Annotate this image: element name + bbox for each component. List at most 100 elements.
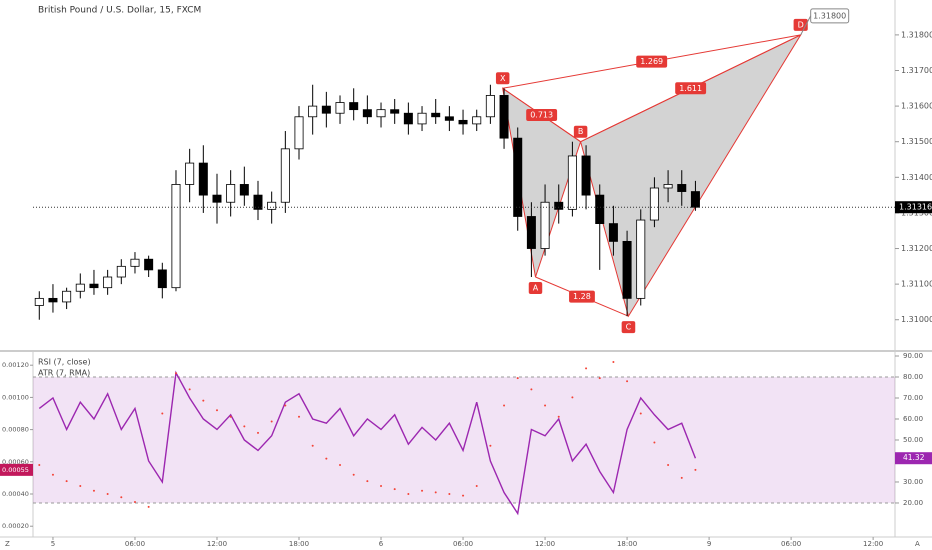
candle-body <box>321 105 331 114</box>
candle-body <box>198 162 208 196</box>
atr-dot <box>516 377 519 380</box>
atr-dot <box>366 480 369 483</box>
atr-dot <box>352 473 355 476</box>
atr-dot <box>161 412 164 415</box>
atr-dot <box>448 493 451 496</box>
y-tick-label: 60.00 <box>903 415 923 423</box>
y-tick-label: 1.31100 <box>901 280 932 289</box>
candle-body <box>48 297 58 303</box>
y2-tick-label: 0.00120 <box>2 361 29 369</box>
candle-body <box>622 241 632 299</box>
y-tick-label: 70.00 <box>903 394 923 402</box>
y2-tick-label: 0.00020 <box>2 522 29 530</box>
x-tick-label: 06:00 <box>781 540 801 548</box>
pattern-point-label-box <box>573 125 588 138</box>
atr-dot <box>571 396 574 399</box>
atr-dot <box>694 468 697 471</box>
target-connector <box>800 15 812 36</box>
y-tick-label: 1.31600 <box>901 102 932 111</box>
x-tick-label: 06:00 <box>125 540 145 548</box>
atr-dot <box>188 388 191 391</box>
candle-body <box>485 95 495 118</box>
atr-dot <box>215 409 218 412</box>
atr-dot <box>544 404 547 407</box>
pattern-point-label-box <box>621 321 636 334</box>
y-tick-label: 1.31500 <box>901 137 932 146</box>
atr-dot <box>598 377 601 380</box>
x-tick-label: 18:00 <box>289 540 309 548</box>
y-tick-label: 1.31000 <box>901 315 932 324</box>
atr-dot <box>65 480 68 483</box>
candle-body <box>540 201 550 249</box>
atr-dot <box>557 415 560 418</box>
candle-body <box>294 116 304 150</box>
axis-button[interactable]: Z <box>5 540 10 548</box>
atr-dot <box>243 425 246 428</box>
pattern-ratio-label: 1.611 <box>679 84 702 93</box>
candle-body <box>499 95 509 139</box>
atr-dot <box>229 415 232 418</box>
atr-dot <box>475 484 478 487</box>
atr-dot <box>667 464 670 467</box>
candle-body <box>554 201 564 210</box>
x-tick-label: 9 <box>707 540 711 548</box>
pattern-point-label: X <box>500 74 506 83</box>
x-tick-label: 18:00 <box>617 540 637 548</box>
candle-body <box>663 184 673 189</box>
candle-body <box>390 109 400 114</box>
candle-body <box>144 258 154 271</box>
candle-body <box>267 201 277 210</box>
candle-body <box>417 112 427 125</box>
atr-dot <box>147 505 150 508</box>
candle-body <box>458 119 468 125</box>
candle-body <box>567 155 577 210</box>
x-tick-label: 6 <box>379 540 384 548</box>
candle-body <box>62 290 72 303</box>
axis-button[interactable]: A <box>915 540 920 548</box>
candle-body <box>431 112 441 118</box>
candle-body <box>608 223 618 242</box>
y-tick-label: 1.31200 <box>901 244 932 253</box>
candle-body <box>526 216 536 249</box>
pattern-ratio-label: 1.269 <box>640 57 663 66</box>
candle-body <box>239 184 249 196</box>
candle-body <box>116 265 126 278</box>
rsi-value-box <box>895 452 932 465</box>
candle-body <box>212 194 222 203</box>
atr-dot <box>202 399 205 402</box>
rsi-line <box>38 370 697 516</box>
pattern-ratio-label-box <box>675 82 707 95</box>
y-tick-label: 1.31700 <box>901 66 932 75</box>
atr-dot <box>79 484 82 487</box>
atr-dot <box>51 473 54 476</box>
atr-value-label: 0.00055 <box>2 466 29 474</box>
atr-dot <box>380 484 383 487</box>
atr-dot <box>311 444 314 447</box>
target-label: 1.31800 <box>813 11 846 20</box>
atr-dot <box>653 441 656 444</box>
atr-dot <box>174 372 177 375</box>
y-tick-label: 90.00 <box>903 352 923 360</box>
y-tick-label: 80.00 <box>903 373 923 381</box>
pattern-point-label: B <box>578 127 584 136</box>
candle-body <box>690 191 700 208</box>
candle-body <box>253 194 263 210</box>
atr-dot <box>639 412 642 415</box>
atr-dot <box>612 360 615 363</box>
atr-dot <box>120 496 123 499</box>
candle-body <box>595 194 605 225</box>
atr-dot <box>530 388 533 391</box>
last-price-box <box>895 201 932 214</box>
atr-dot <box>298 415 301 418</box>
candle-body <box>349 102 359 111</box>
atr-dot <box>489 444 492 447</box>
rsi-band <box>33 376 895 503</box>
y2-tick-label: 0.00040 <box>2 490 29 498</box>
atr-dot <box>339 464 342 467</box>
candle-body <box>34 297 44 306</box>
candle-body <box>444 116 454 121</box>
y-tick-label: 20.00 <box>903 499 923 507</box>
candle-body <box>513 137 523 217</box>
pattern-ratio-label-box <box>569 290 595 303</box>
candle-body <box>130 258 140 267</box>
